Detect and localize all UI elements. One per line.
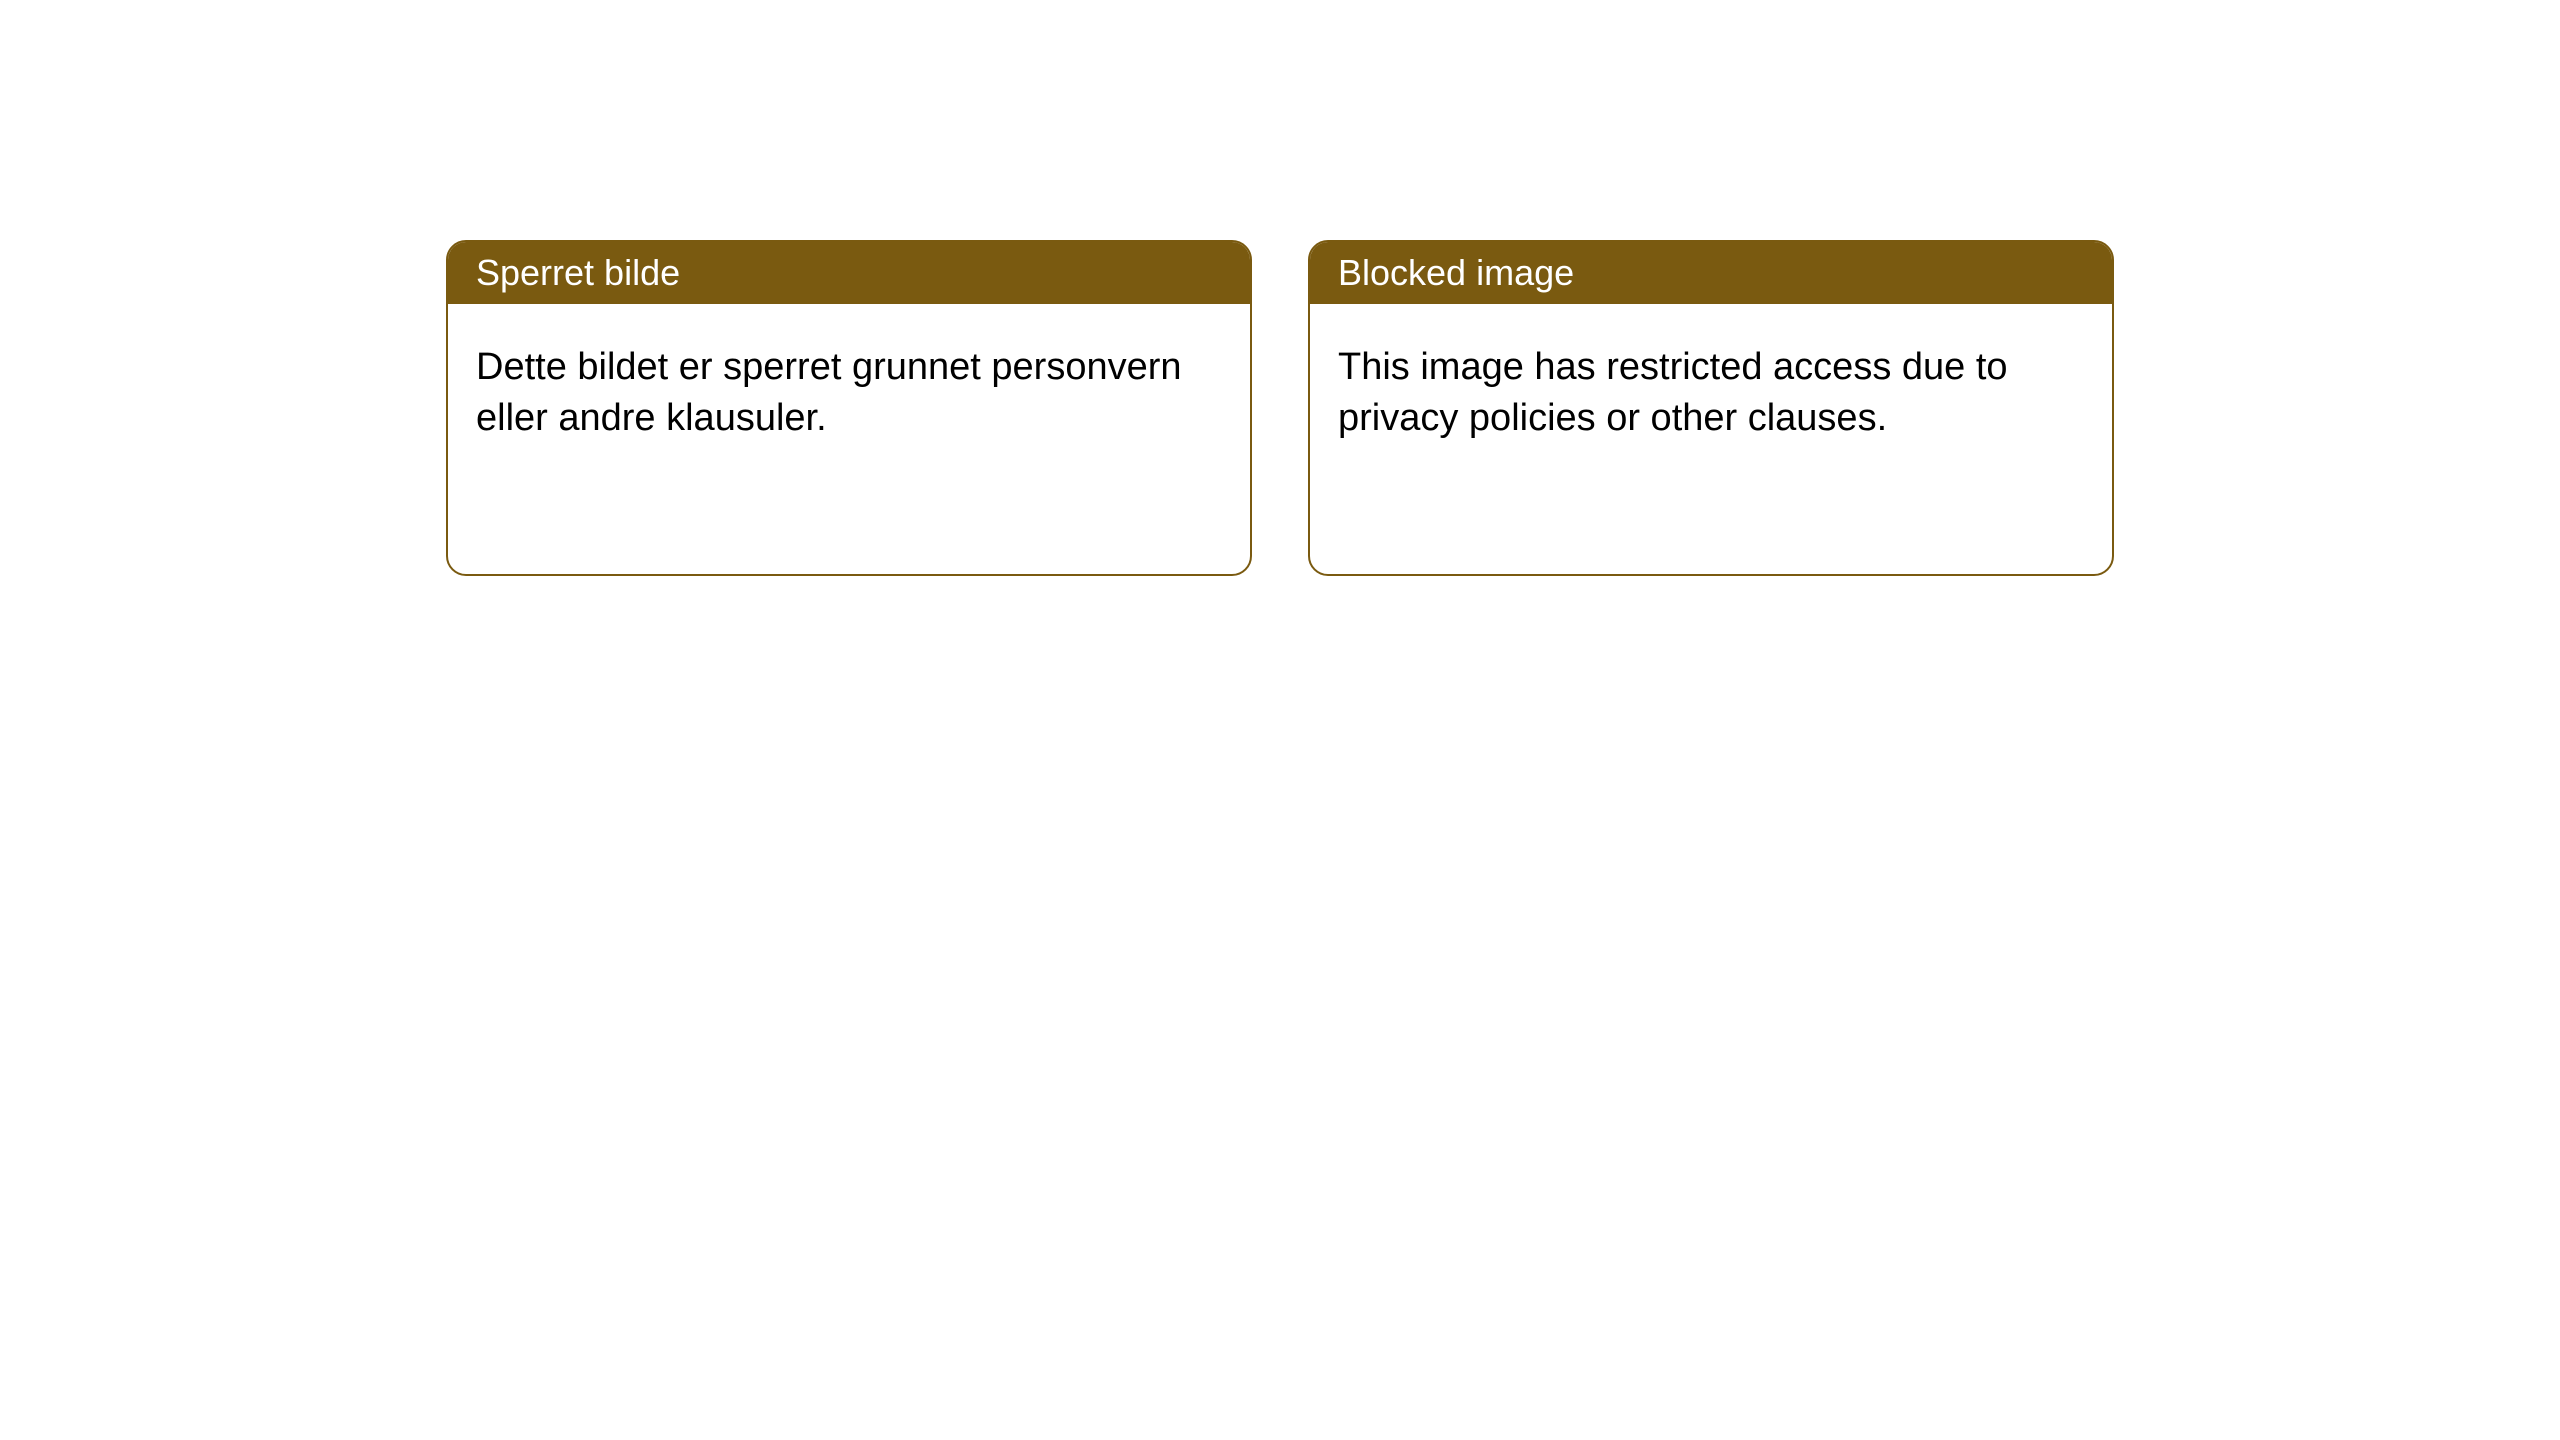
notice-card-english: Blocked image This image has restricted … <box>1308 240 2114 576</box>
card-title: Blocked image <box>1338 252 1574 293</box>
card-header: Blocked image <box>1310 242 2112 304</box>
notice-cards-row: Sperret bilde Dette bildet er sperret gr… <box>0 0 2560 576</box>
card-body: Dette bildet er sperret grunnet personve… <box>448 304 1250 483</box>
card-body-text: Dette bildet er sperret grunnet personve… <box>476 346 1182 439</box>
card-body: This image has restricted access due to … <box>1310 304 2112 483</box>
card-header: Sperret bilde <box>448 242 1250 304</box>
card-body-text: This image has restricted access due to … <box>1338 346 2008 439</box>
notice-card-norwegian: Sperret bilde Dette bildet er sperret gr… <box>446 240 1252 576</box>
card-title: Sperret bilde <box>476 252 680 293</box>
